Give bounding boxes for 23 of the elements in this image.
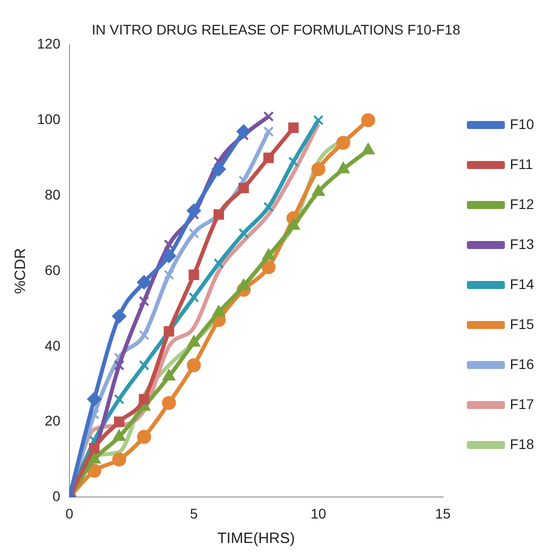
- y-axis-title: %CDR: [12, 248, 30, 294]
- legend-label: F10: [510, 116, 534, 132]
- legend-label: F14: [510, 276, 534, 292]
- legend-label: F18: [510, 436, 534, 452]
- chart-title: IN VITRO DRUG RELEASE OF FORMULATIONS F10-F18: [92, 21, 460, 38]
- legend-label: F16: [510, 356, 534, 372]
- legend-label: F11: [510, 156, 534, 172]
- legend-label: F13: [510, 236, 534, 252]
- legend-label: F15: [510, 316, 534, 332]
- y-tick-label: 20: [44, 412, 61, 429]
- y-tick-label: 0: [52, 488, 61, 504]
- y-tick-label: 100: [37, 111, 61, 128]
- legend-label: F12: [510, 196, 534, 212]
- y-tick-label: 120: [37, 36, 61, 52]
- x-tick-label: 5: [190, 505, 198, 522]
- y-tick-label: 60: [44, 262, 61, 278]
- legend-label: F17: [510, 396, 534, 412]
- y-tick-label: 40: [44, 337, 61, 354]
- x-axis-title: TIME(HRS): [217, 530, 295, 548]
- y-tick-label: 80: [44, 186, 61, 202]
- x-tick-label: 10: [310, 505, 326, 522]
- x-tick-label: 0: [65, 505, 74, 522]
- x-tick-label: 15: [435, 505, 451, 522]
